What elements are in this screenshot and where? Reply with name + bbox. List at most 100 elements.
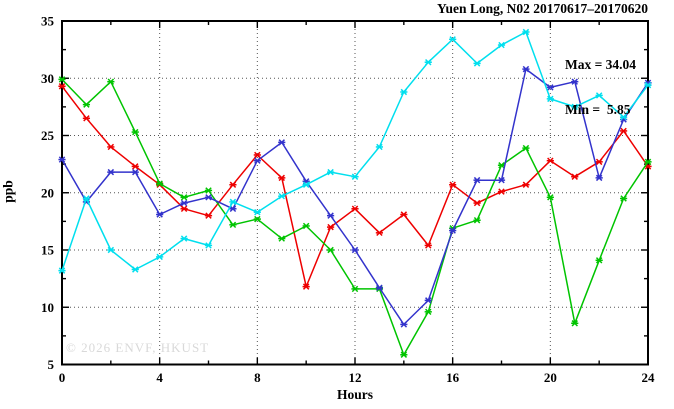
series-red-marker (253, 151, 261, 159)
series-cyan-marker (644, 81, 652, 89)
series-blue-marker (180, 199, 188, 207)
x-tick-label: 4 (156, 370, 163, 385)
series-green-marker (571, 320, 579, 327)
series-cyan-marker (351, 173, 359, 180)
series-green-marker (204, 187, 213, 194)
series-red-marker (204, 212, 213, 219)
series-red-marker (449, 181, 457, 188)
series-blue-marker (131, 168, 139, 176)
series-green-marker (278, 235, 286, 242)
series-green-marker (400, 351, 408, 358)
series-blue-marker (326, 212, 335, 219)
series-green-marker (253, 215, 261, 223)
series-green-marker (546, 194, 554, 201)
chart-title: Yuen Long, N02 20170617–20170620 (436, 1, 648, 16)
series-red-marker (424, 242, 432, 249)
series-green-marker (522, 144, 530, 152)
series-red-marker (497, 188, 506, 195)
series-cyan-marker (278, 192, 286, 200)
series-blue-marker (473, 176, 481, 184)
series-green-marker (131, 128, 139, 136)
series-red-marker (278, 174, 286, 182)
series-green-marker (326, 246, 335, 254)
series-red-marker (473, 199, 481, 207)
series-red-marker (58, 83, 66, 90)
series-blue-line (61, 68, 649, 326)
y-tick-label: 20 (41, 185, 54, 200)
series-red-marker (375, 229, 384, 237)
x-tick-label: 16 (446, 370, 460, 385)
series-cyan-marker (156, 253, 164, 261)
series-green-marker (302, 222, 310, 230)
series-red (58, 83, 652, 290)
series-green-marker (644, 158, 652, 166)
series-cyan-marker (326, 168, 335, 176)
series-cyan-marker (546, 95, 554, 103)
series-green-marker (473, 216, 481, 224)
series-cyan-marker (497, 41, 506, 49)
y-tick-label: 5 (48, 357, 55, 372)
series-blue-marker (229, 205, 237, 213)
series-cyan-marker (424, 58, 432, 66)
series-red-marker (595, 158, 603, 166)
series-cyan-marker (131, 266, 139, 273)
max-min-annotation: Max = 34.04 Min = 5.85 (565, 27, 636, 147)
series-cyan-marker (82, 195, 91, 202)
series-red-marker (180, 205, 188, 213)
series-red-marker (229, 181, 237, 188)
series-red-marker (302, 283, 310, 290)
x-tick-label: 24 (642, 370, 656, 385)
series-cyan-marker (400, 88, 408, 96)
series-red-marker (571, 173, 579, 180)
y-tick-label: 10 (41, 300, 54, 315)
series-cyan-marker (619, 113, 628, 121)
series-cyan-marker (375, 143, 384, 151)
series-blue-marker (58, 156, 66, 163)
series-green-marker (180, 194, 188, 201)
series-blue-marker (375, 284, 384, 292)
min-value-label: Min = 5.85 (565, 102, 631, 117)
x-tick-label: 12 (349, 370, 362, 385)
series-green-marker (424, 308, 432, 316)
watermark-text: © 2026 ENVF, HKUST (66, 340, 210, 355)
series-cyan-line (61, 31, 649, 271)
x-axis-label: Hours (336, 387, 373, 402)
series-red-marker (400, 211, 408, 218)
series-blue-marker (595, 174, 603, 182)
series-blue-marker (522, 65, 530, 73)
series-blue-marker (204, 194, 213, 201)
x-tick-label: 0 (59, 370, 66, 385)
series-cyan-marker (595, 92, 603, 99)
series-blue-marker (546, 84, 554, 91)
y-axis-label: ppb (0, 180, 16, 203)
series-red-marker (619, 127, 628, 135)
series-cyan-marker (571, 103, 579, 111)
series-red-marker (82, 115, 91, 122)
series-cyan-marker (522, 28, 530, 36)
series-blue-marker (278, 139, 286, 146)
series-red-line (61, 85, 649, 288)
y-tick-label: 15 (41, 243, 55, 258)
series-green-marker (229, 221, 237, 229)
series-cyan-marker (229, 198, 237, 206)
series-red-marker (326, 223, 335, 231)
y-tick-label: 25 (41, 128, 55, 143)
x-tick-label: 8 (254, 370, 261, 385)
series-cyan-marker (58, 267, 66, 274)
series-blue-marker (497, 176, 506, 184)
series-blue-marker (424, 297, 432, 304)
y-tick-label: 30 (41, 71, 54, 86)
y-tick-label: 35 (41, 14, 55, 29)
series-green-marker (619, 195, 628, 202)
series-cyan-marker (253, 208, 261, 216)
gridlines (62, 21, 648, 365)
series-cyan-marker (204, 242, 213, 249)
series-blue-marker (449, 227, 457, 234)
series-green-marker (595, 257, 603, 264)
series-red-marker (107, 143, 115, 151)
series-green-marker (82, 101, 91, 108)
x-tick-label: 20 (544, 370, 557, 385)
series-green-marker (156, 180, 164, 187)
axis-ticks (61, 20, 649, 366)
